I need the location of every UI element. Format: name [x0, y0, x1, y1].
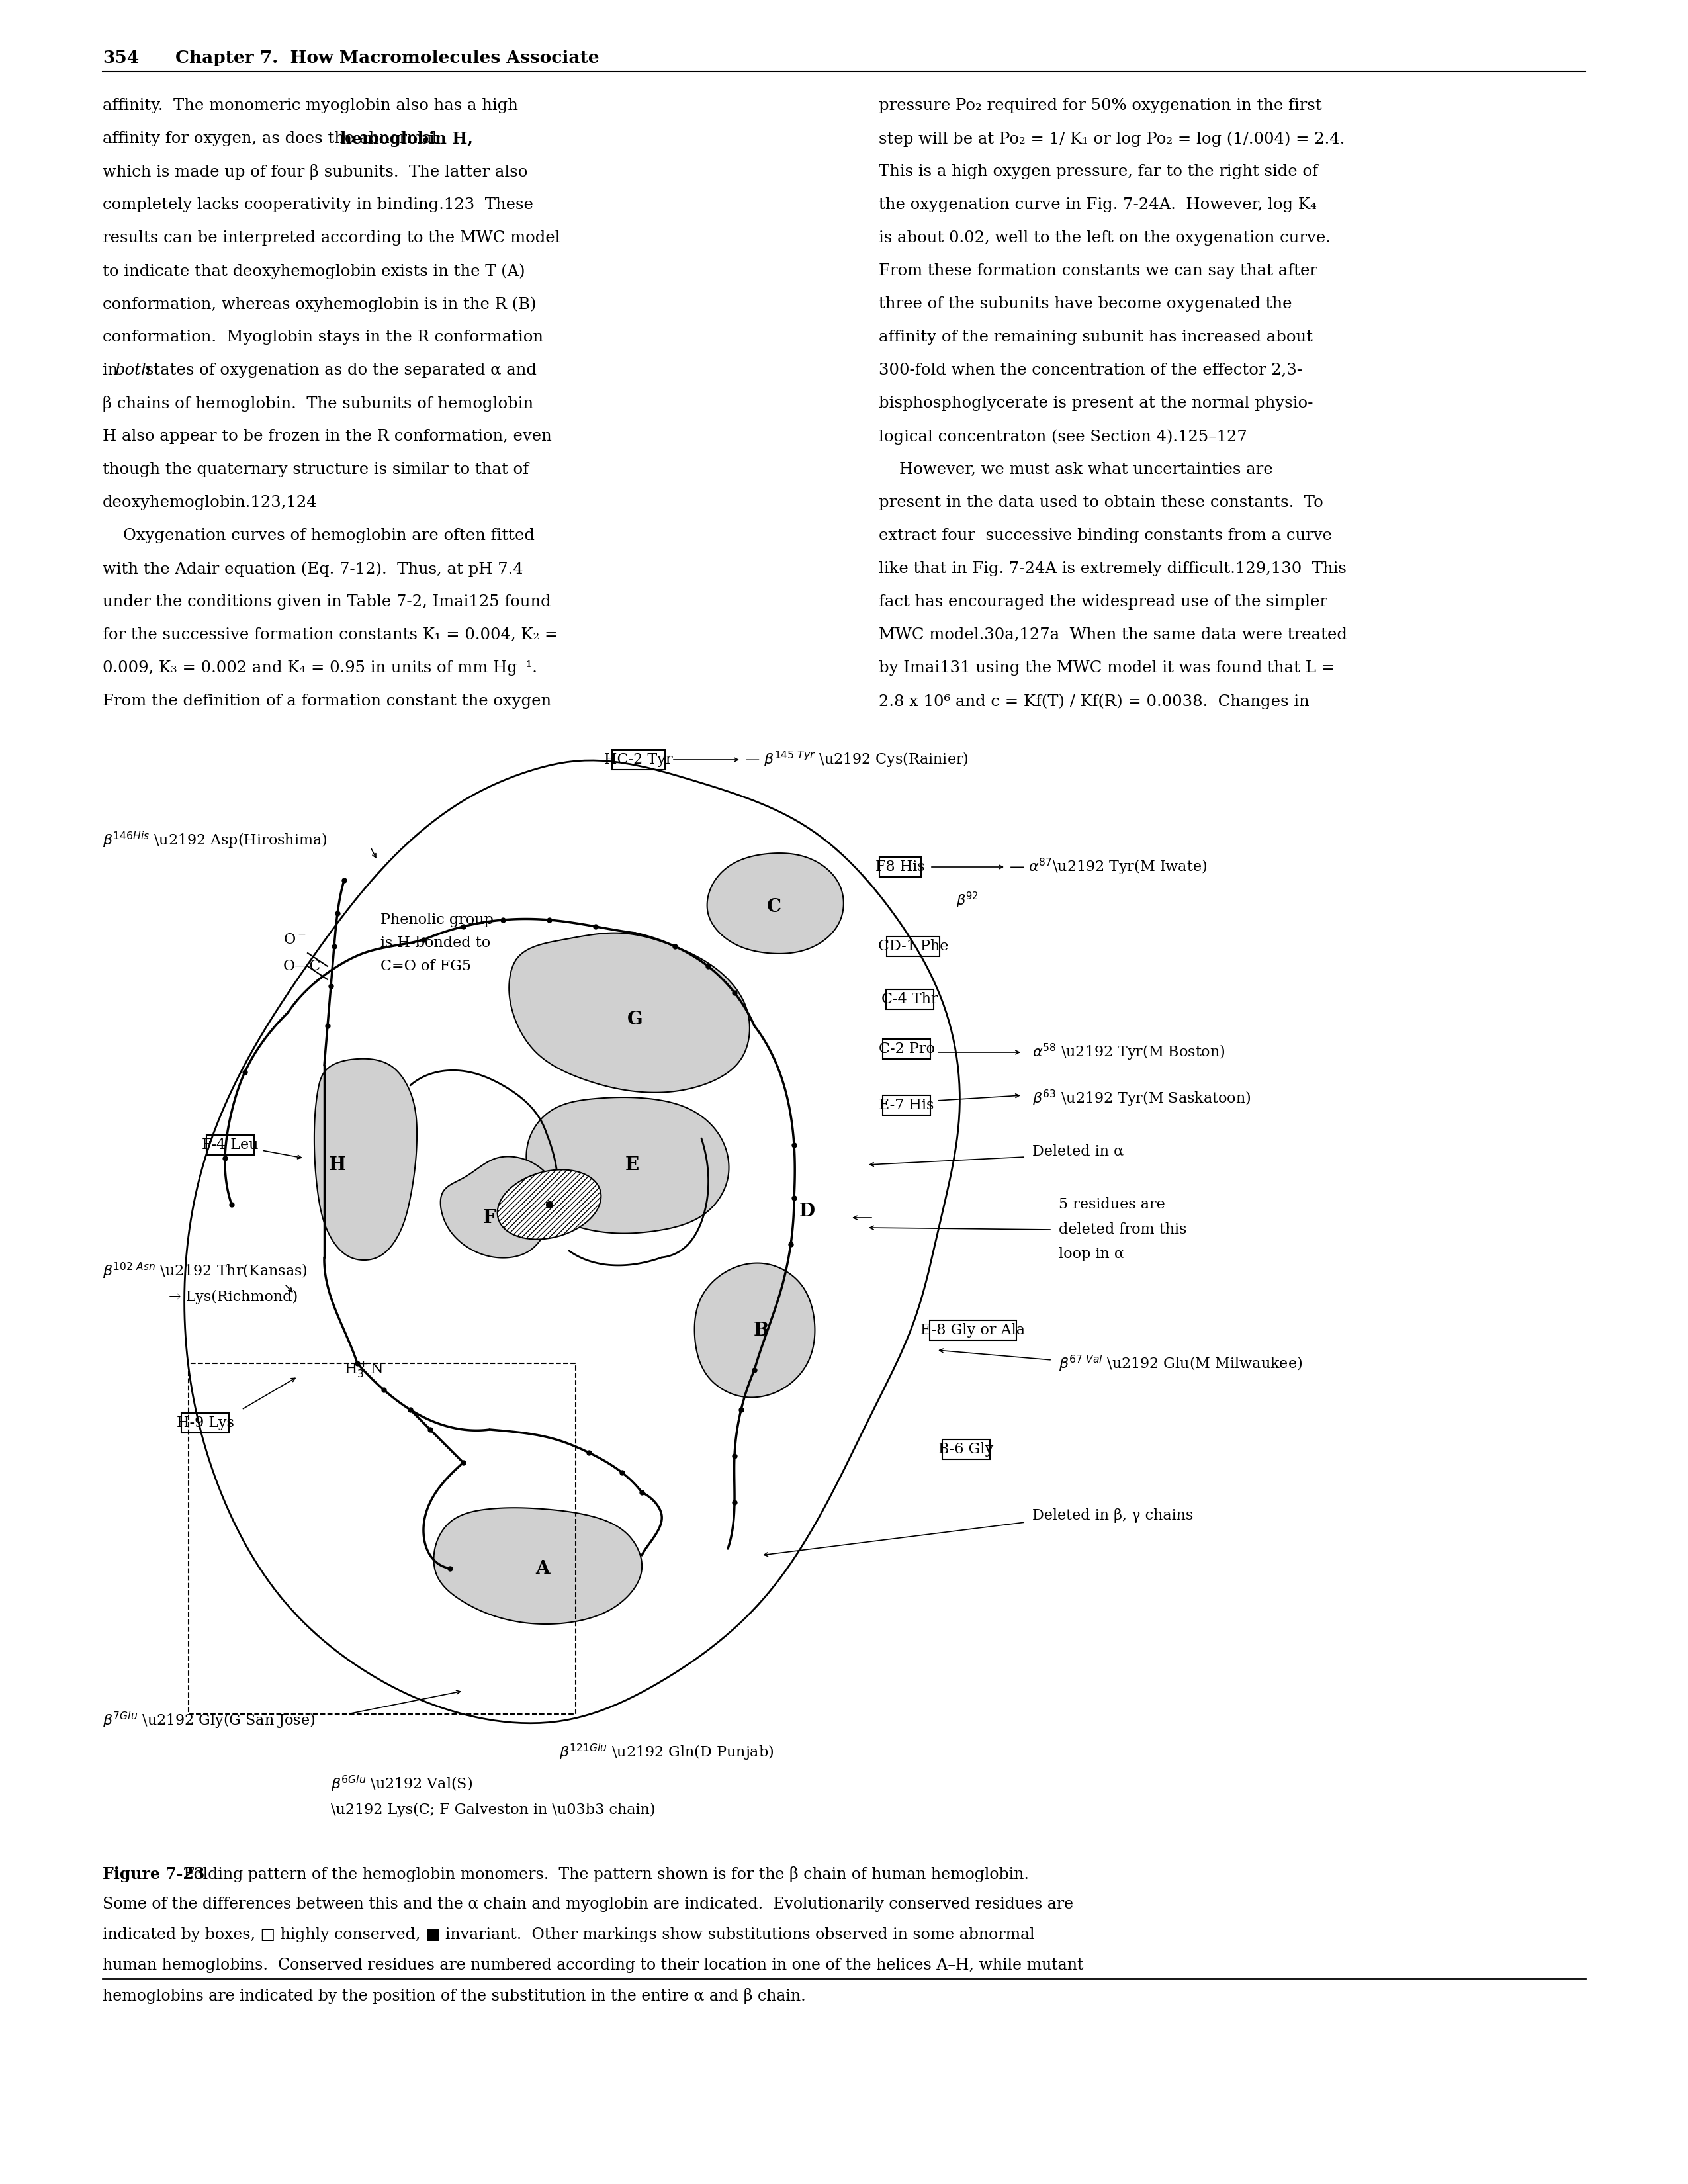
Text: present in the data used to obtain these constants.  To: present in the data used to obtain these… [879, 496, 1323, 511]
Text: 0.009, K₃ = 0.002 and K₄ = 0.95 in units of mm Hg⁻¹.: 0.009, K₃ = 0.002 and K₄ = 0.95 in units… [103, 660, 537, 675]
Text: 354: 354 [103, 50, 138, 66]
Text: though the quaternary structure is similar to that of: though the quaternary structure is simil… [103, 463, 528, 476]
Text: under the conditions given in Table 7-2, Imai125 found: under the conditions given in Table 7-2,… [103, 594, 550, 609]
Text: 2.8 x 10⁶ and c = Kf(T) / Kf(R) = 0.0038.  Changes in: 2.8 x 10⁶ and c = Kf(T) / Kf(R) = 0.0038… [879, 695, 1310, 710]
Text: C-2 Pro: C-2 Pro [878, 1042, 935, 1057]
Text: $\beta^{63}$ \u2192 Tyr(M Saskatoon): $\beta^{63}$ \u2192 Tyr(M Saskatoon) [1033, 1088, 1251, 1109]
Text: logical concentraton (see Section 4).125–127: logical concentraton (see Section 4).125… [879, 428, 1247, 443]
Text: \u2192 Lys(C; F Galveston in \u03b3 chain): \u2192 Lys(C; F Galveston in \u03b3 chai… [331, 1802, 655, 1817]
Text: CD-1 Phe: CD-1 Phe [878, 939, 949, 954]
Polygon shape [434, 1507, 641, 1625]
Text: conformation, whereas oxyhemoglobin is in the R (B): conformation, whereas oxyhemoglobin is i… [103, 297, 537, 312]
Text: which is made up of four β subunits.  The latter also: which is made up of four β subunits. The… [103, 164, 528, 179]
Text: $\beta^{92}$: $\beta^{92}$ [955, 891, 979, 911]
Text: is H-bonded to: is H-bonded to [380, 935, 491, 950]
Text: E: E [625, 1155, 640, 1173]
Text: O—C: O—C [284, 959, 321, 974]
Text: However, we must ask what uncertainties are: However, we must ask what uncertainties … [879, 463, 1273, 476]
Text: affinity for oxygen, as does the abnormal: affinity for oxygen, as does the abnorma… [103, 131, 442, 146]
Text: H: H [329, 1155, 346, 1173]
Text: F: F [483, 1208, 496, 1227]
Text: Folding pattern of the hemoglobin monomers.  The pattern shown is for the β chai: Folding pattern of the hemoglobin monome… [179, 1867, 1030, 1883]
Ellipse shape [498, 1171, 601, 1238]
Text: hemoglobins are indicated by the position of the substitution in the entire α an: hemoglobins are indicated by the positio… [103, 1987, 805, 2005]
Text: results can be interpreted according to the MWC model: results can be interpreted according to … [103, 229, 560, 245]
Text: deoxyhemoglobin.123,124: deoxyhemoglobin.123,124 [103, 496, 317, 511]
Text: Oxygenation curves of hemoglobin are often fitted: Oxygenation curves of hemoglobin are oft… [103, 529, 535, 544]
Text: Deleted in β, γ chains: Deleted in β, γ chains [1033, 1509, 1193, 1522]
Text: H$_3^+$N: H$_3^+$N [344, 1361, 383, 1380]
Text: like that in Fig. 7-24A is extremely difficult.129,130  This: like that in Fig. 7-24A is extremely dif… [879, 561, 1347, 577]
Text: $\beta^{67\ \mathit{Val}}$ \u2192 Glu(M Milwaukee): $\beta^{67\ \mathit{Val}}$ \u2192 Glu(M … [1058, 1354, 1303, 1374]
Text: C: C [766, 898, 782, 915]
Text: F8 His: F8 His [874, 860, 925, 874]
Text: indicated by boxes, □ highly conserved, ■ invariant.  Other markings show substi: indicated by boxes, □ highly conserved, … [103, 1926, 1035, 1942]
Text: human hemoglobins.  Conserved residues are numbered according to their location : human hemoglobins. Conserved residues ar… [103, 1957, 1084, 1972]
Text: affinity of the remaining subunit has increased about: affinity of the remaining subunit has in… [879, 330, 1313, 345]
Polygon shape [510, 933, 749, 1092]
Text: 300-fold when the concentration of the effector 2,3-: 300-fold when the concentration of the e… [879, 363, 1303, 378]
Text: Phenolic group: Phenolic group [380, 913, 493, 928]
Text: $\beta^{121Glu}$ \u2192 Gln(D Punjab): $\beta^{121Glu}$ \u2192 Gln(D Punjab) [559, 1743, 773, 1762]
Text: in: in [103, 363, 123, 378]
Text: fact has encouraged the widespread use of the simpler: fact has encouraged the widespread use o… [879, 594, 1327, 609]
Text: deleted from this: deleted from this [1058, 1223, 1187, 1236]
Text: A: A [535, 1559, 550, 1577]
Text: by Imai131 using the MWC model it was found that L =: by Imai131 using the MWC model it was fo… [879, 660, 1335, 675]
Text: to indicate that deoxyhemoglobin exists in the T (A): to indicate that deoxyhemoglobin exists … [103, 264, 525, 280]
Polygon shape [527, 1096, 729, 1234]
Polygon shape [441, 1158, 557, 1258]
Text: → Lys(Richmond): → Lys(Richmond) [169, 1291, 297, 1304]
Text: $\beta^{146His}$ \u2192 Asp(Hiroshima): $\beta^{146His}$ \u2192 Asp(Hiroshima) [103, 830, 327, 850]
Text: Figure 7-23: Figure 7-23 [103, 1867, 204, 1883]
Text: G: G [628, 1011, 643, 1029]
Text: O$^-$: O$^-$ [284, 933, 306, 948]
Text: This is a high oxygen pressure, far to the right side of: This is a high oxygen pressure, far to t… [879, 164, 1318, 179]
Text: step will be at Po₂ = 1/ K₁ or log Po₂ = log (1/.004) = 2.4.: step will be at Po₂ = 1/ K₁ or log Po₂ =… [879, 131, 1345, 146]
Text: H-9 Lys: H-9 Lys [176, 1415, 235, 1431]
Text: $\beta^{7Glu}$ \u2192 Gly(G San Jose): $\beta^{7Glu}$ \u2192 Gly(G San Jose) [103, 1710, 316, 1730]
Text: HC-2 Tyr: HC-2 Tyr [604, 753, 674, 767]
Text: E-8 Gly or Ala: E-8 Gly or Ala [920, 1324, 1025, 1337]
Polygon shape [694, 1262, 815, 1398]
Text: Chapter 7.  How Macromolecules Associate: Chapter 7. How Macromolecules Associate [176, 50, 599, 66]
Text: with the Adair equation (Eq. 7-12).  Thus, at pH 7.4: with the Adair equation (Eq. 7-12). Thus… [103, 561, 523, 577]
Text: conformation.  Myoglobin stays in the R conformation: conformation. Myoglobin stays in the R c… [103, 330, 544, 345]
Text: loop in α: loop in α [1058, 1247, 1124, 1262]
Text: three of the subunits have become oxygenated the: three of the subunits have become oxygen… [879, 297, 1291, 312]
Text: affinity.  The monomeric myoglobin also has a high: affinity. The monomeric myoglobin also h… [103, 98, 518, 114]
Text: $\beta^{6Glu}$ \u2192 Val(S): $\beta^{6Glu}$ \u2192 Val(S) [331, 1773, 473, 1793]
Text: the oxygenation curve in Fig. 7-24A.  However, log K₄: the oxygenation curve in Fig. 7-24A. How… [879, 197, 1317, 212]
Text: From these formation constants we can say that after: From these formation constants we can sa… [879, 264, 1317, 280]
Text: C-4 Thr: C-4 Thr [881, 992, 939, 1007]
Text: MWC model.30a,127a  When the same data were treated: MWC model.30a,127a When the same data we… [879, 627, 1347, 642]
Text: hemoglobin H,: hemoglobin H, [341, 131, 473, 146]
Text: extract four  successive binding constants from a curve: extract four successive binding constant… [879, 529, 1332, 544]
Text: D: D [800, 1201, 815, 1221]
Text: for the successive formation constants K₁ = 0.004, K₂ =: for the successive formation constants K… [103, 627, 559, 642]
Text: 5 residues are: 5 residues are [1058, 1197, 1165, 1212]
Text: pressure Po₂ required for 50% oxygenation in the first: pressure Po₂ required for 50% oxygenatio… [879, 98, 1322, 114]
Text: H also appear to be frozen in the R conformation, even: H also appear to be frozen in the R conf… [103, 428, 552, 443]
Text: $\beta^{102\ Asn}$ \u2192 Thr(Kansas): $\beta^{102\ Asn}$ \u2192 Thr(Kansas) [103, 1260, 307, 1280]
Text: $\alpha^{58}$ \u2192 Tyr(M Boston): $\alpha^{58}$ \u2192 Tyr(M Boston) [1033, 1042, 1225, 1061]
Text: B: B [753, 1321, 768, 1339]
Text: — $\beta^{145\ \mathit{Tyr}}$ \u2192 Cys(Rainier): — $\beta^{145\ \mathit{Tyr}}$ \u2192 Cys… [744, 749, 969, 769]
Polygon shape [314, 1059, 417, 1260]
Text: Some of the differences between this and the α chain and myoglobin are indicated: Some of the differences between this and… [103, 1896, 1074, 1911]
Text: — $\alpha^{87}$\u2192 Tyr(M Iwate): — $\alpha^{87}$\u2192 Tyr(M Iwate) [1009, 856, 1207, 878]
Text: states of oxygenation as do the separated α and: states of oxygenation as do the separate… [140, 363, 537, 378]
Text: E-7 His: E-7 His [879, 1099, 933, 1112]
Text: completely lacks cooperativity in binding.123  These: completely lacks cooperativity in bindin… [103, 197, 533, 212]
Text: C=O of FG5: C=O of FG5 [380, 959, 471, 974]
Text: Deleted in α: Deleted in α [1033, 1144, 1124, 1160]
Text: β chains of hemoglobin.  The subunits of hemoglobin: β chains of hemoglobin. The subunits of … [103, 395, 533, 411]
Text: bisphosphoglycerate is present at the normal physio-: bisphosphoglycerate is present at the no… [879, 395, 1313, 411]
Text: From the definition of a formation constant the oxygen: From the definition of a formation const… [103, 695, 552, 710]
Text: is about 0.02, well to the left on the oxygenation curve.: is about 0.02, well to the left on the o… [879, 229, 1330, 245]
Polygon shape [707, 854, 844, 954]
Text: both: both [115, 363, 152, 378]
Text: F-4 Leu: F-4 Leu [203, 1138, 258, 1153]
Text: B-6 Gly: B-6 Gly [939, 1441, 994, 1457]
